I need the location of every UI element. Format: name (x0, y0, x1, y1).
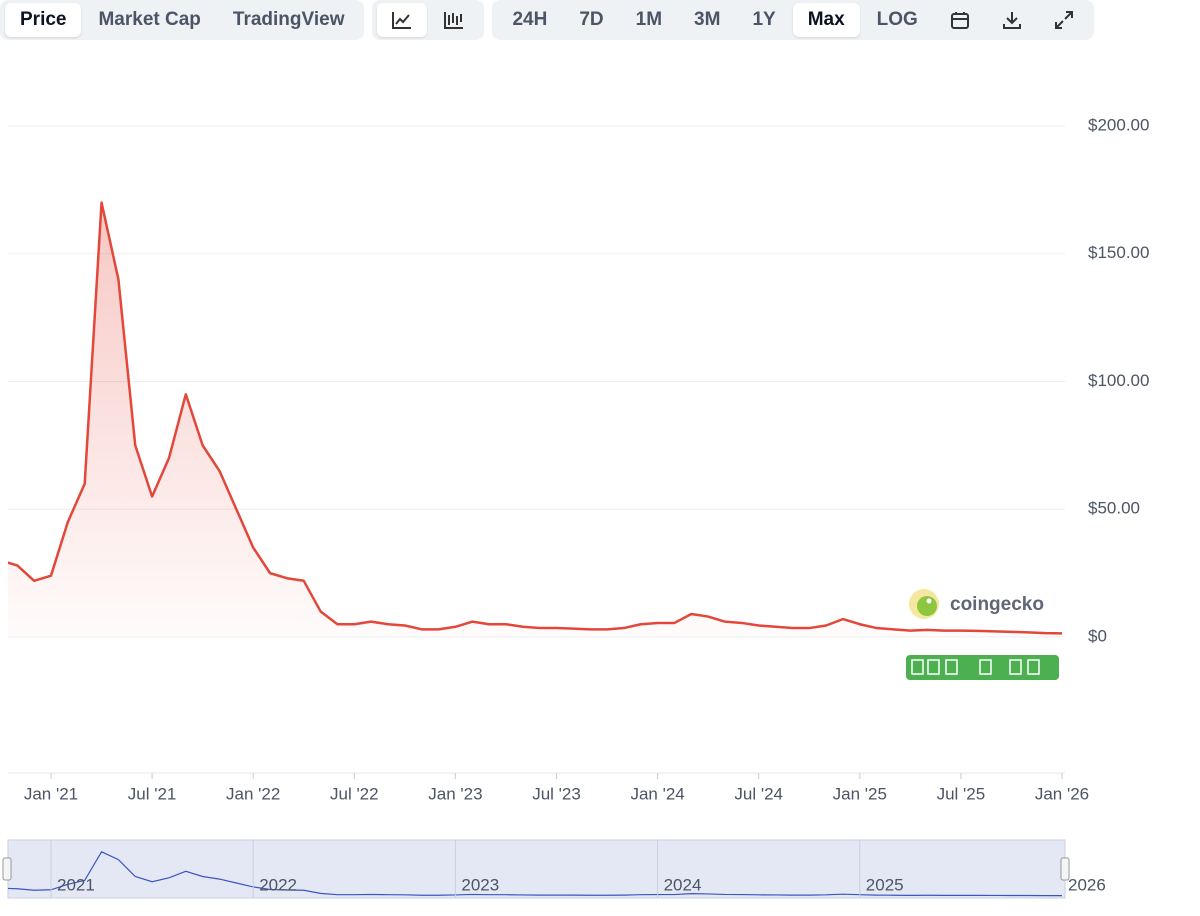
watermark-logo (909, 589, 939, 619)
navigator-label: 2023 (461, 875, 499, 894)
range-button[interactable]: 3M (694, 9, 721, 30)
y-tick-label: $150.00 (1088, 243, 1149, 262)
navigator-label: 2025 (866, 875, 904, 894)
line-chart-button[interactable] (377, 3, 428, 37)
range-button[interactable]: 7D (579, 9, 604, 30)
event-badges (906, 655, 1059, 680)
x-tick-label: Jan '23 (428, 784, 482, 803)
calendar-icon (950, 12, 969, 29)
navigator-label: 2024 (664, 875, 702, 894)
x-tick-label: Jul '21 (128, 784, 177, 803)
watermark: coingecko (950, 594, 1044, 615)
tab-button[interactable]: Market Cap (98, 9, 201, 30)
x-tick-label: Jul '22 (330, 784, 379, 803)
navigator-label: 2022 (259, 875, 297, 894)
download-icon (1002, 12, 1021, 29)
y-tick-label: $100.00 (1088, 371, 1149, 390)
y-tick-label: $200.00 (1088, 115, 1149, 134)
fullscreen-button[interactable] (1039, 3, 1089, 37)
tab-group: Price Market Cap TradingView (0, 0, 365, 40)
x-tick-label: Jul '23 (532, 784, 581, 803)
range-button[interactable]: 24H (512, 9, 548, 30)
plot (8, 201, 1063, 897)
range-button[interactable]: Max (792, 3, 860, 37)
candle-chart-button[interactable] (429, 3, 479, 37)
range-button[interactable]: 1Y (752, 9, 776, 30)
navigator (7, 839, 1066, 899)
tab-button[interactable]: TradingView (232, 9, 345, 30)
range-group: 24H 7D 1M 3M 1Y Max LOG (492, 0, 1094, 40)
navigator-line (8, 851, 1063, 897)
x-tick-label: Jan '26 (1035, 784, 1089, 803)
price-line (8, 201, 1063, 635)
x-tick-label: Jul '25 (937, 784, 986, 803)
line-icon (392, 12, 412, 29)
x-tick-label: Jan '22 (226, 784, 280, 803)
y-tick-label: $50.00 (1088, 499, 1140, 518)
y-tick-label: $0 (1088, 626, 1107, 645)
candle-icon (444, 12, 464, 29)
navigator-handle[interactable] (1060, 857, 1070, 881)
range-button[interactable]: 1M (635, 9, 663, 30)
download-button[interactable] (987, 3, 1037, 37)
toolbar: Price Market Cap TradingView 24H 7D 1M 3… (0, 0, 1094, 50)
range-button[interactable]: LOG (876, 9, 918, 30)
calendar-button[interactable] (935, 3, 985, 37)
x-tick-label: Jan '25 (833, 784, 887, 803)
x-tick-label: Jan '24 (630, 784, 684, 803)
navigator-handle[interactable] (2, 857, 12, 881)
x-tick-label: Jan '21 (24, 784, 78, 803)
price-area (8, 202, 1062, 637)
navigator-label: 2021 (57, 875, 95, 894)
tab-button[interactable]: Price (5, 3, 82, 37)
navigator-label: 2026 (1068, 875, 1106, 894)
x-tick-label: Jul '24 (734, 784, 783, 803)
chart-type-group (372, 0, 485, 40)
fullscreen-icon (1054, 11, 1073, 29)
